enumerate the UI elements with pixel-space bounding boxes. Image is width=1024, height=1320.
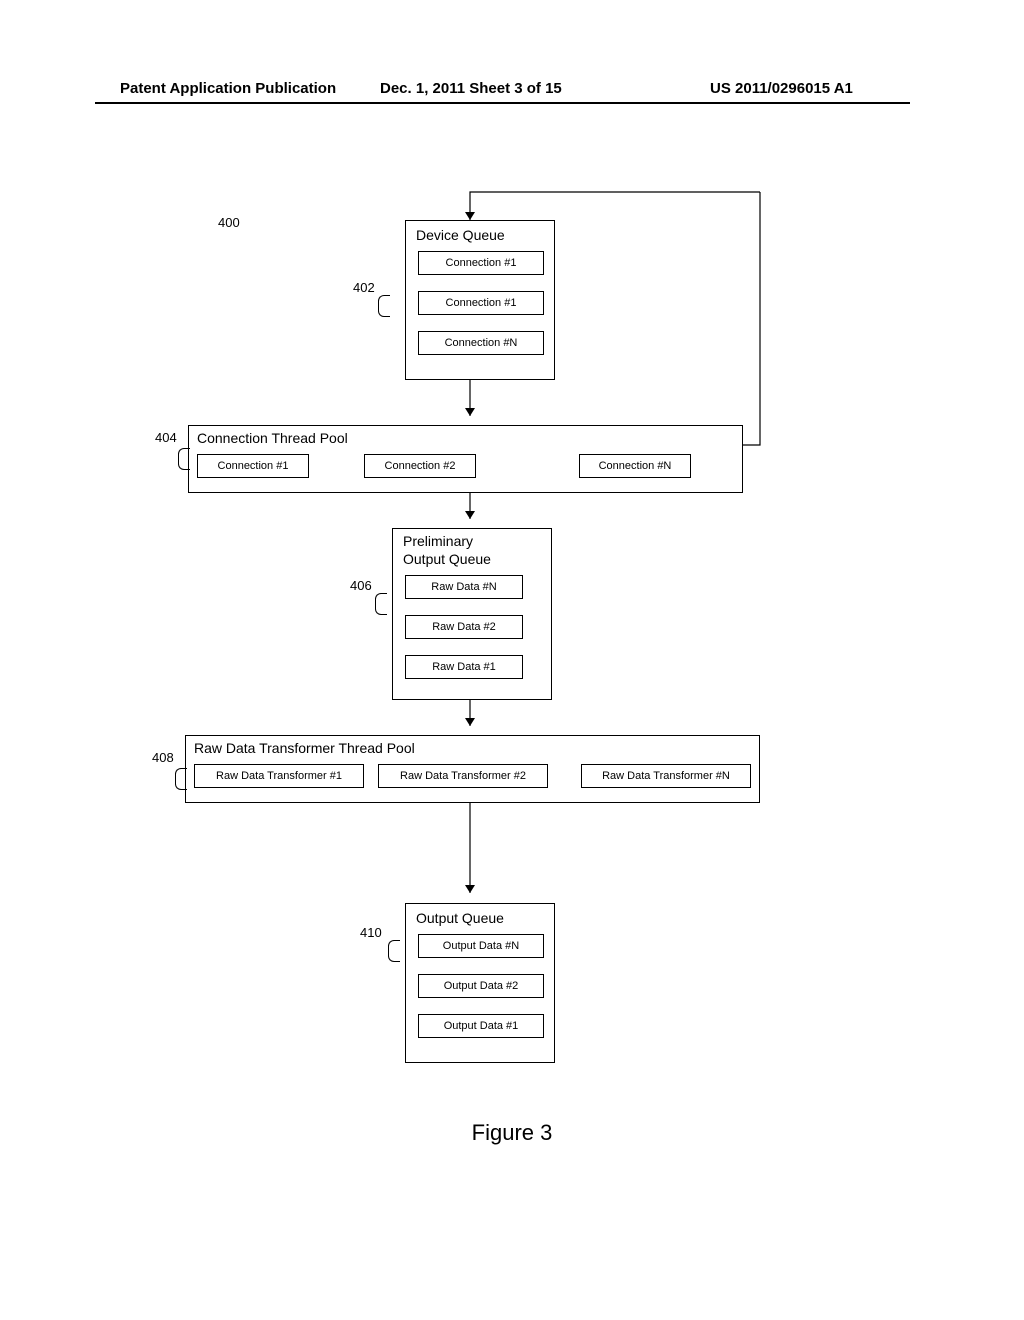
- ref-410: 410: [360, 925, 382, 940]
- figure-caption: Figure 3: [0, 1120, 1024, 1146]
- header-right: US 2011/0296015 A1: [710, 80, 853, 97]
- device-queue-item: Connection #N: [418, 331, 544, 355]
- transformer-pool-title: Raw Data Transformer Thread Pool: [194, 740, 415, 756]
- pre-queue-box: Preliminary Output Queue Raw Data #N Raw…: [392, 528, 552, 700]
- conn-pool-box: Connection Thread Pool Connection #1 Con…: [188, 425, 743, 493]
- bracket-410: [388, 940, 400, 962]
- pre-queue-title-l2: Output Queue: [403, 551, 491, 567]
- pre-queue-item: Raw Data #1: [405, 655, 523, 679]
- bracket-404: [178, 448, 190, 470]
- output-queue-item: Output Data #1: [418, 1014, 544, 1038]
- header-left: Patent Application Publication: [120, 80, 336, 97]
- ref-402: 402: [353, 280, 375, 295]
- ref-406: 406: [350, 578, 372, 593]
- ref-400: 400: [218, 215, 240, 230]
- ref-408: 408: [152, 750, 174, 765]
- arrow-ctp-to-poq: [470, 493, 490, 528]
- ref-404: 404: [155, 430, 177, 445]
- transformer-pool-item: Raw Data Transformer #N: [581, 764, 751, 788]
- output-queue-box: Output Queue Output Data #N Output Data …: [405, 903, 555, 1063]
- transformer-pool-item: Raw Data Transformer #1: [194, 764, 364, 788]
- pre-queue-item: Raw Data #N: [405, 575, 523, 599]
- conn-pool-item: Connection #1: [197, 454, 309, 478]
- transformer-pool-box: Raw Data Transformer Thread Pool Raw Dat…: [185, 735, 760, 803]
- device-queue-item: Connection #1: [418, 251, 544, 275]
- bracket-406: [375, 593, 387, 615]
- device-queue-box: Device Queue Connection #1 Connection #1…: [405, 220, 555, 380]
- conn-pool-item: Connection #2: [364, 454, 476, 478]
- header-center: Dec. 1, 2011 Sheet 3 of 15: [380, 80, 562, 97]
- arrow-rdt-to-oq: [470, 803, 490, 903]
- line-ctp-feedback: [743, 190, 773, 450]
- device-queue-item: Connection #1: [418, 291, 544, 315]
- arrow-dq-to-ctp: [470, 380, 490, 425]
- diagram-area: 400 Device Queue Connection #1 Connectio…: [0, 130, 1024, 1230]
- device-queue-title: Device Queue: [416, 227, 505, 243]
- bracket-402: [378, 295, 390, 317]
- bracket-408: [175, 768, 187, 790]
- arrow-poq-to-rdt: [470, 700, 490, 735]
- output-queue-item: Output Data #2: [418, 974, 544, 998]
- output-queue-title: Output Queue: [416, 910, 504, 926]
- pre-queue-title-l1: Preliminary: [403, 533, 473, 549]
- pre-queue-item: Raw Data #2: [405, 615, 523, 639]
- transformer-pool-item: Raw Data Transformer #2: [378, 764, 548, 788]
- header-rule: [95, 102, 910, 104]
- output-queue-item: Output Data #N: [418, 934, 544, 958]
- conn-pool-title: Connection Thread Pool: [197, 430, 348, 446]
- conn-pool-item: Connection #N: [579, 454, 691, 478]
